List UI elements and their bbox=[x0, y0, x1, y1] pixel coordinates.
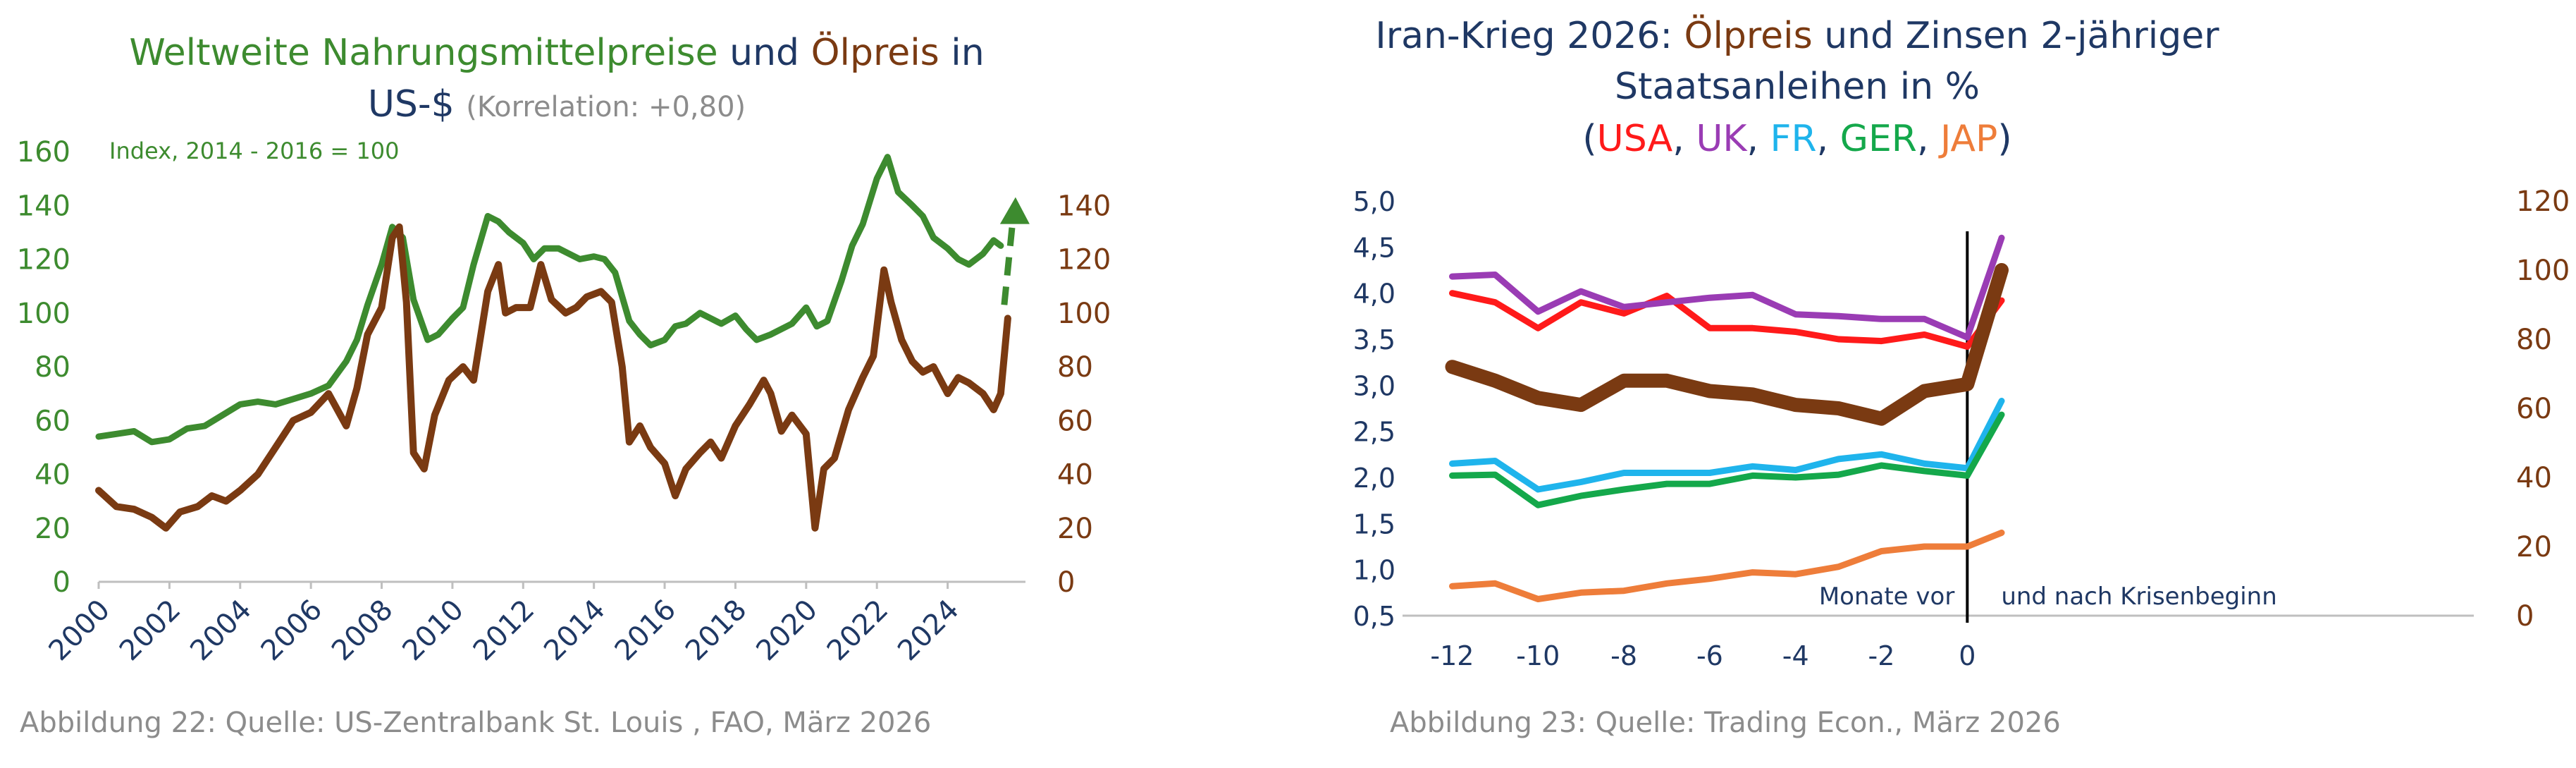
left-x-tick-label: 2002 bbox=[113, 594, 187, 668]
right-chart-y-right-tick-label: 80 bbox=[2516, 324, 2552, 356]
right-chart-x-tick-label: -6 bbox=[1696, 640, 1723, 671]
left-y-tick-label: 100 bbox=[17, 298, 70, 330]
right-chart-x-tick-label: 0 bbox=[1959, 640, 1976, 671]
left-x-tick-label: 2020 bbox=[750, 594, 824, 668]
right-chart-x-tick-label: -4 bbox=[1782, 640, 1809, 671]
left-x-tick-label: 2004 bbox=[184, 594, 258, 668]
right-caption: Abbildung 23: Quelle: Trading Econ., Mär… bbox=[1390, 707, 2061, 739]
left-x-tick-label: 2014 bbox=[538, 594, 612, 668]
series-line-uk bbox=[1449, 234, 2005, 341]
right-y-tick-label: 140 bbox=[1057, 190, 1111, 222]
right-chart-y-left-tick-label: 3,5 bbox=[1353, 324, 1395, 355]
left-chart-subtitle: (Korrelation: +0,80) bbox=[466, 91, 746, 123]
left-chart-annotation: Index, 2014 - 2016 = 100 bbox=[109, 138, 399, 164]
left-y-tick-label: 160 bbox=[17, 136, 70, 169]
annotation-before: Monate vor bbox=[1819, 583, 1955, 611]
left-x-tick-label: 2016 bbox=[609, 594, 683, 668]
left-y-tick-label: 140 bbox=[17, 190, 70, 222]
left-chart-title-line2: US-$ (Korrelation: +0,80) bbox=[368, 83, 746, 126]
right-chart-y-right-tick-label: 0 bbox=[2516, 600, 2534, 633]
food-oil-chart: Weltweite Nahrungsmittelpreise und Ölpre… bbox=[17, 31, 1111, 668]
right-chart-x-tick-label: -8 bbox=[1610, 640, 1637, 671]
right-y-tick-label: 120 bbox=[1057, 244, 1111, 276]
left-caption: Abbildung 22: Quelle: US-Zentralbank St.… bbox=[20, 707, 932, 739]
right-chart-title-line2: Staatsanleihen in % bbox=[1615, 66, 1980, 108]
right-chart-y-left-tick-label: 5,0 bbox=[1353, 186, 1395, 217]
left-x-tick-label: 2024 bbox=[892, 594, 966, 668]
right-chart-y-left-tick-label: 4,0 bbox=[1353, 279, 1395, 310]
right-chart-y-left-tick-label: 1,0 bbox=[1353, 555, 1395, 586]
series-line-usa bbox=[1449, 290, 2005, 350]
right-chart-x-tick-label: -10 bbox=[1516, 640, 1560, 671]
right-chart-y-right-tick-label: 40 bbox=[2516, 462, 2552, 494]
right-chart-legend-line: (USA, UK, FR, GER, JAP) bbox=[1582, 118, 2011, 160]
left-x-tick-label: 2012 bbox=[467, 594, 541, 668]
left-x-tick-label: 2006 bbox=[255, 594, 329, 668]
series-line-oil bbox=[1445, 263, 2009, 426]
right-chart-y-left-tick-label: 2,5 bbox=[1353, 417, 1395, 448]
annotation-after: und nach Krisenbeginn bbox=[2001, 583, 2276, 611]
right-chart-y-right-tick-label: 60 bbox=[2516, 393, 2552, 425]
right-y-tick-label: 0 bbox=[1057, 566, 1075, 599]
left-chart-title: Weltweite Nahrungsmittelpreise und Ölpre… bbox=[129, 31, 984, 74]
right-chart-y-left-tick-label: 3,0 bbox=[1353, 370, 1395, 401]
iran-war-chart: Iran-Krieg 2026: Ölpreis und Zinsen 2-jä… bbox=[1353, 14, 2570, 671]
left-x-tick-label: 2010 bbox=[396, 594, 470, 668]
dashed-arrow-line bbox=[1001, 221, 1016, 305]
left-x-tick-label: 2018 bbox=[679, 594, 753, 668]
left-y-tick-label: 0 bbox=[53, 566, 70, 599]
right-chart-y-right-tick-label: 100 bbox=[2516, 255, 2570, 287]
arrow-head-icon bbox=[999, 197, 1030, 224]
right-y-tick-label: 80 bbox=[1057, 351, 1093, 384]
food-oil-chart-panel: Weltweite Nahrungsmittelpreise und Ölpre… bbox=[17, 31, 1111, 739]
right-chart-x-tick-label: -12 bbox=[1430, 640, 1474, 671]
right-chart-y-left-tick-label: 0,5 bbox=[1353, 601, 1395, 632]
right-chart-y-right-tick-label: 20 bbox=[2516, 531, 2552, 563]
left-x-tick-label: 2022 bbox=[821, 594, 895, 668]
series-line-ger bbox=[1449, 411, 2005, 508]
right-chart-y-left-tick-label: 2,0 bbox=[1353, 463, 1395, 494]
left-y-tick-label: 20 bbox=[35, 513, 70, 545]
left-y-tick-label: 60 bbox=[35, 405, 70, 437]
right-y-tick-label: 40 bbox=[1057, 459, 1093, 492]
series-line-jap bbox=[1449, 529, 2005, 602]
series-line-food bbox=[95, 154, 1004, 446]
right-chart-y-left-tick-label: 4,5 bbox=[1353, 232, 1395, 263]
left-y-tick-label: 40 bbox=[35, 459, 70, 492]
right-chart-title: Iran-Krieg 2026: Ölpreis und Zinsen 2-jä… bbox=[1375, 14, 2219, 57]
left-y-tick-label: 120 bbox=[17, 244, 70, 276]
right-y-tick-label: 60 bbox=[1057, 405, 1093, 437]
left-x-tick-label: 2000 bbox=[43, 594, 117, 668]
right-y-tick-label: 20 bbox=[1057, 513, 1093, 545]
left-x-tick-label: 2008 bbox=[326, 594, 400, 668]
right-chart-y-left-tick-label: 1,5 bbox=[1353, 508, 1395, 540]
right-chart-y-right-tick-label: 120 bbox=[2516, 185, 2570, 218]
iran-war-chart-panel: Iran-Krieg 2026: Ölpreis und Zinsen 2-jä… bbox=[1290, 0, 2576, 768]
series-line-oil bbox=[95, 223, 1011, 532]
series-line-fr bbox=[1449, 398, 2005, 493]
left-y-tick-label: 80 bbox=[35, 351, 70, 384]
right-chart-x-tick-label: -2 bbox=[1868, 640, 1895, 671]
right-y-tick-label: 100 bbox=[1057, 298, 1111, 330]
